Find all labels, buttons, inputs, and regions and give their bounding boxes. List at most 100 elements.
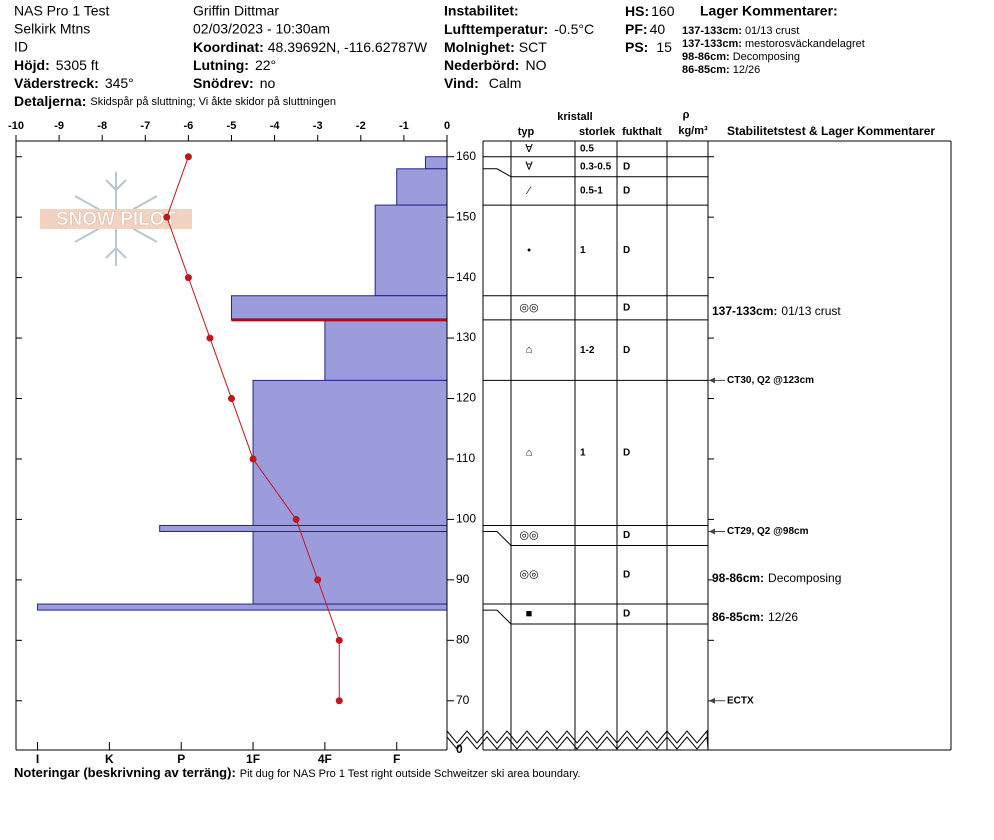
test-arrowhead — [709, 528, 715, 535]
size-header: storlek — [579, 126, 616, 138]
temperature-point — [314, 576, 322, 584]
x-tick-label: -10 — [8, 120, 24, 132]
hardness-bar — [252, 379, 448, 526]
footer: Noteringar (beskrivning av terräng): Pit … — [14, 765, 581, 780]
text: 01/13 crust — [745, 25, 799, 37]
test-arrowhead — [709, 697, 715, 704]
pf: PF: 40 — [625, 21, 665, 37]
text: 12/26 — [733, 64, 761, 76]
grain-size: 1 — [580, 245, 586, 256]
label: PS: — [625, 39, 648, 55]
value: Skidspår på sluttning; Vi åkte skidor på… — [90, 96, 336, 108]
slope: Lutning: 22° — [193, 57, 276, 73]
axis-break — [446, 729, 709, 744]
aspect: Väderstreck: 345° — [14, 75, 134, 91]
boundary-connector — [483, 168, 512, 178]
y-tick-label: 110 — [456, 451, 475, 465]
value: -0.5°C — [554, 21, 594, 37]
value: 345° — [105, 75, 134, 91]
value: 5305 ft — [56, 57, 99, 73]
grain-type: ⌂ — [526, 344, 533, 356]
moisture: D — [623, 569, 630, 580]
test-label: CT29, Q2 @98cm — [727, 526, 809, 537]
moisture: D — [623, 530, 630, 541]
state: ID — [14, 39, 28, 55]
temperature-point — [292, 515, 300, 523]
label: Höjd: — [14, 57, 50, 73]
text: mestorosväckandelagret — [745, 38, 865, 50]
value: 160 — [651, 3, 675, 19]
y-tick-label: 160 — [456, 149, 476, 163]
x-tick-label: 0 — [444, 120, 450, 132]
hardness-bar — [252, 531, 448, 605]
layer-comment: 86-85cm: 12/26 — [682, 64, 760, 76]
hardness-tick-label: 1F — [246, 752, 260, 766]
grain-type: • — [527, 244, 531, 256]
type-header: typ — [518, 126, 535, 138]
grain-type: ⌂ — [526, 447, 533, 459]
x-tick-label: -4 — [270, 120, 281, 132]
x-tick-label: -6 — [184, 120, 194, 132]
air-temp: Lufttemperatur: -0.5°C — [444, 21, 594, 37]
text-part: Decomposing — [768, 571, 841, 585]
y-tick-label: 120 — [456, 391, 476, 405]
value: no — [260, 75, 276, 91]
x-tick-label: -8 — [97, 120, 107, 132]
header: NAS Pro 1 Test Selkirk Mtns ID Höjd: 5305… — [14, 3, 865, 109]
label: Molnighet: — [444, 39, 515, 55]
boundary-connector — [483, 531, 512, 546]
moisture: D — [623, 245, 630, 256]
label: PF: — [625, 21, 648, 37]
hardness-tick-label: I — [36, 752, 39, 766]
range: 86-85cm: — [682, 64, 730, 76]
range: 137-133cm: — [682, 25, 742, 37]
moisture: D — [623, 609, 630, 620]
moisture: D — [623, 186, 630, 197]
moisture: D — [623, 302, 630, 313]
range: Selkirk Mtns — [14, 21, 90, 37]
y-tick-label: 100 — [456, 512, 476, 526]
range: 137-133cm: — [682, 38, 742, 50]
y-tick-label: 80 — [456, 632, 470, 646]
layer-comment: 137-133cm: 01/13 crust — [712, 304, 841, 318]
details: Detaljerna: Skidspår på sluttning; Vi åkt… — [14, 93, 336, 109]
observer: Griffin Dittmar — [193, 3, 279, 19]
moisture-header: fukthalt — [622, 126, 662, 138]
pit-name: NAS Pro 1 Test — [14, 3, 110, 19]
label: Vind: — [444, 75, 479, 91]
logo-text: SNOW PILOT — [56, 209, 177, 230]
grain-type: ◎◎ — [519, 569, 538, 581]
grain-type: ∀ — [525, 161, 533, 173]
value: 48.39692N, -116.62787W — [268, 39, 428, 55]
grain-type: ◎◎ — [519, 529, 538, 541]
ps: PS: 15 — [625, 39, 672, 55]
layer-comment: 98-86cm: Decomposing — [712, 571, 841, 585]
y-tick-label: 130 — [456, 330, 476, 344]
hardness-bar — [37, 603, 448, 611]
value: NO — [525, 57, 546, 73]
y-tick-label: 70 — [456, 693, 470, 707]
layer-comments-title: Lager Kommentarer: — [700, 3, 838, 19]
y-tick-label: 90 — [456, 572, 470, 586]
comments-header: Stabilitetstest & Lager Kommentarer — [727, 124, 935, 138]
sky: Molnighet: SCT — [444, 39, 547, 55]
x-tick-label: -2 — [356, 120, 366, 132]
temperature-point — [335, 636, 343, 644]
grain-size: 1-2 — [580, 345, 595, 356]
crystal-header: kristall — [557, 111, 592, 123]
hardness-bar — [159, 524, 448, 533]
test-label: ECTX — [727, 695, 754, 706]
moisture: D — [623, 448, 630, 459]
text-part: 01/13 crust — [781, 304, 841, 318]
text-part: 98-86cm: — [712, 571, 764, 585]
label: Nederbörd: — [444, 57, 519, 73]
hardness-tick-label: P — [177, 752, 185, 766]
hardness-bar — [396, 168, 448, 206]
value: Calm — [489, 75, 522, 91]
hardness-bar — [374, 204, 448, 297]
label: Lufttemperatur: — [444, 21, 548, 37]
label: Lutning: — [193, 57, 249, 73]
x-tick-label: -7 — [140, 120, 150, 132]
